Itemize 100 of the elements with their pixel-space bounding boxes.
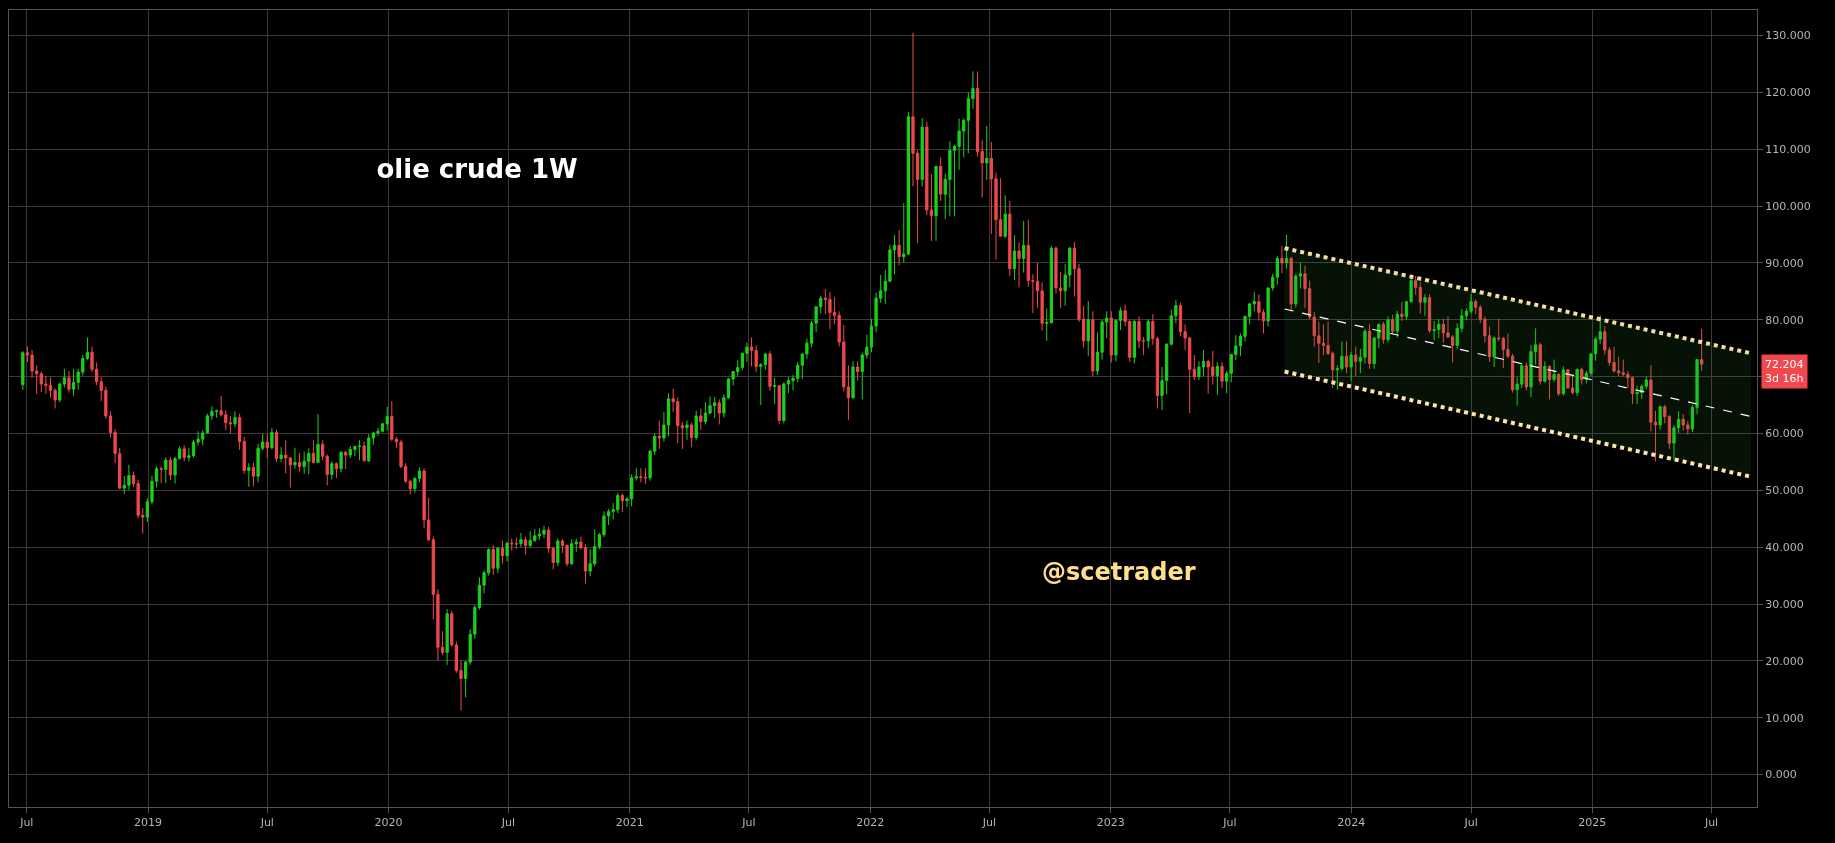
candlestick (685, 419, 689, 441)
candlestick (274, 429, 279, 463)
y-tick-label: 20.000 (1765, 654, 1804, 668)
candlestick (1252, 291, 1256, 312)
candlestick (1700, 328, 1704, 372)
candlestick (353, 444, 357, 457)
candlestick (1418, 281, 1422, 315)
candlestick (694, 410, 698, 441)
candlestick (316, 413, 320, 464)
annotation: @scetrader (1042, 558, 1196, 586)
y-tick-label: 120.000 (1765, 86, 1811, 100)
x-tick-label: Jul (1703, 816, 1719, 830)
candlestick (279, 446, 283, 463)
candlestick (1012, 234, 1017, 281)
candlestick (1644, 376, 1648, 390)
text: olie crude 1W (376, 153, 578, 184)
candlestick (1658, 405, 1662, 431)
candlestick (574, 538, 578, 553)
candlestick (1381, 321, 1386, 345)
candlestick (1386, 315, 1390, 344)
candlestick (1391, 314, 1395, 336)
candlestick (620, 493, 625, 513)
candlestick (703, 401, 708, 425)
candlestick (1344, 340, 1349, 374)
y-tick-label: 40.000 (1765, 541, 1804, 555)
candlestick (1400, 301, 1404, 322)
candlestick (570, 538, 574, 566)
candlestick (1008, 200, 1012, 277)
text: 72.204 3d 16h (1765, 358, 1804, 386)
candlestick (657, 419, 661, 450)
y-tick-label: 30.000 (1765, 597, 1804, 611)
y-tick-label: 80.000 (1765, 313, 1804, 327)
candlestick (330, 460, 334, 481)
candlestick (233, 410, 237, 428)
candlestick (491, 544, 495, 576)
candlestick (639, 467, 643, 483)
candlestick (44, 375, 48, 395)
x-tick-label: Jul (741, 816, 756, 830)
candlestick (523, 536, 528, 556)
candlestick (782, 381, 786, 424)
candlestick (1423, 293, 1427, 317)
candlestick (182, 444, 186, 462)
y-tick-label: 50.000 (1765, 484, 1804, 498)
candlestick (1492, 335, 1496, 368)
candlestick (168, 456, 173, 481)
candlestick (1022, 220, 1026, 274)
candlestick (939, 156, 943, 202)
y-tick-label: 130.000 (1765, 29, 1811, 43)
candlestick (897, 229, 901, 266)
x-tick-label: 2020 (374, 816, 403, 830)
candlestick (1017, 242, 1021, 288)
x-tick-label: 2023 (1096, 816, 1125, 830)
candlestick (71, 368, 76, 397)
candlestick (1109, 310, 1113, 363)
candlestick (510, 538, 514, 552)
candlestick (1146, 318, 1150, 349)
y-tick-label: 60.000 (1765, 427, 1804, 441)
candlestick (385, 406, 389, 431)
x-tick-label: 2025 (1578, 816, 1607, 830)
candlestick (519, 532, 523, 548)
candlestick (1192, 354, 1196, 381)
candlestick (1289, 256, 1293, 312)
candlestick (542, 525, 546, 539)
candlestick (985, 125, 989, 181)
candlestick (666, 392, 671, 437)
candlestick (717, 398, 721, 425)
candlestick (514, 537, 518, 550)
y-tick-label: 10.000 (1765, 711, 1804, 725)
y-tick-label: 100.000 (1765, 199, 1811, 213)
candlestick (1635, 385, 1639, 405)
x-tick-label: 2024 (1337, 816, 1366, 830)
candlestick (293, 447, 297, 470)
candlestick (1091, 310, 1095, 377)
y-tick-label: 0.000 (1765, 768, 1797, 782)
candlestick (1280, 245, 1284, 274)
candlestick (311, 439, 316, 465)
candlestick (920, 117, 924, 188)
candlestick (159, 465, 163, 484)
candlestick (357, 439, 362, 461)
candlestick (1414, 275, 1418, 296)
candlestick (344, 450, 348, 470)
candlestick (777, 384, 781, 425)
candlestick (1561, 365, 1565, 396)
candlestick (851, 360, 855, 400)
x-tick-label: 2019 (134, 816, 163, 830)
candlestick (1003, 194, 1007, 239)
candlestick (1552, 359, 1556, 383)
candlestick (500, 540, 505, 565)
x-tick-label: Jul (259, 816, 274, 830)
candlestick (1580, 367, 1584, 386)
candlestick (496, 546, 500, 574)
candlestick (270, 427, 274, 450)
candlestick (334, 462, 339, 479)
candlestick (67, 370, 71, 394)
x-tick-label: Jul (500, 816, 516, 830)
candlestick (828, 291, 832, 330)
candlestick (934, 165, 938, 242)
candlestick (1132, 319, 1136, 365)
candlestick (1427, 293, 1432, 334)
candlestick (214, 409, 219, 419)
